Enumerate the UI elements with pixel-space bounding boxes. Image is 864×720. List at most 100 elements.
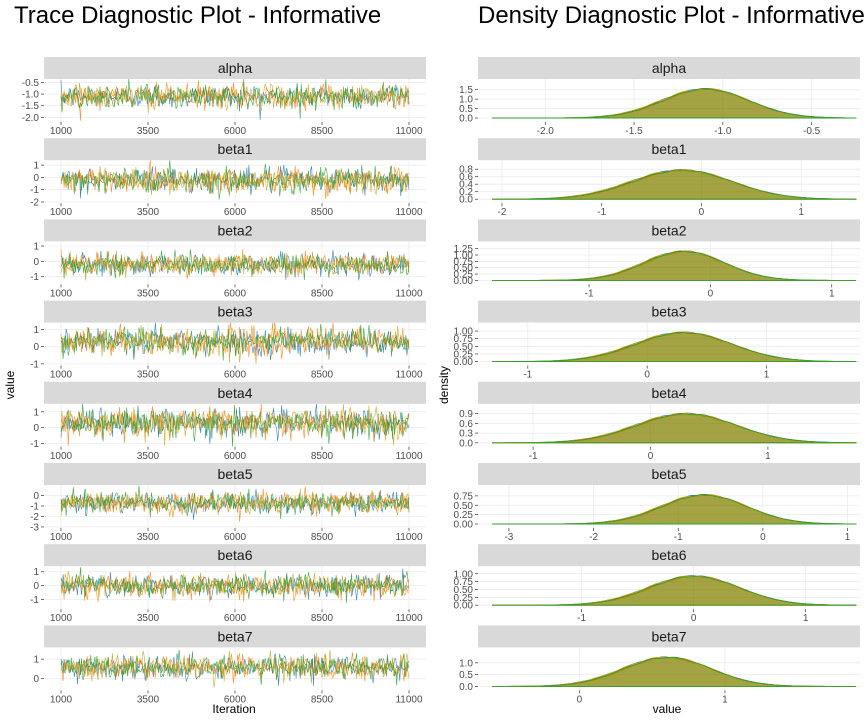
density-chain-4 (492, 575, 857, 606)
density-strip-label: beta3 (651, 304, 686, 320)
density-y-tick-label: 0.5 (459, 104, 473, 115)
density-x-tick-label: 0 (648, 451, 654, 462)
density-x-tick-label: -1 (523, 370, 532, 381)
density-y-tick-label: 0.0 (459, 114, 473, 125)
trace-x-tick-label: 8500 (311, 532, 334, 543)
density-strip-beta4 (478, 381, 860, 404)
trace-x-tick-label: 11000 (395, 694, 423, 705)
density-y-tick-label: 0.50 (454, 501, 474, 512)
trace-x-tick-label: 1000 (50, 288, 73, 299)
density-x-tick-label: -1 (674, 532, 683, 543)
density-y-tick-label: 0.00 (454, 357, 474, 368)
trace-y-tick-label: -1 (30, 595, 39, 606)
trace-chain-4 (60, 248, 410, 281)
trace-x-tick-label: 1000 (50, 694, 73, 705)
trace-chain-4 (60, 323, 410, 361)
density-chain-4 (492, 87, 857, 119)
density-strip-beta7 (478, 625, 860, 648)
density-x-tick-label: -1 (585, 288, 594, 299)
trace-x-tick-label: 11000 (395, 207, 423, 218)
density-strip-alpha (478, 57, 860, 79)
trace-y-tick-label: -0.5 (22, 78, 40, 89)
trace-strip-beta6 (44, 544, 426, 567)
trace-y-tick-label: -1 (30, 272, 39, 283)
density-strip-label: beta4 (651, 385, 686, 401)
density-plot-title: Density Diagnostic Plot - Informative (478, 2, 864, 29)
trace-y-tick-label: 0 (33, 674, 39, 685)
trace-plot-title: Trace Diagnostic Plot - Informative (14, 2, 382, 29)
density-panel-beta7: beta7 1.00.50.0 0 1 (459, 625, 860, 705)
density-x-tick-label: -3 (504, 532, 513, 543)
density-y-tick-label: 0.9 (459, 409, 473, 420)
density-x-tick-label: -1.5 (625, 126, 643, 137)
density-y-tick-label: 0.6 (459, 172, 473, 183)
trace-x-tick-label: 11000 (395, 451, 423, 462)
density-y-tick-label: 0.25 (454, 510, 474, 521)
density-y-tick-label: 0.0 (459, 438, 473, 449)
density-y-tick-label: 1.25 (454, 244, 474, 255)
density-panel-beta5: beta5 0.750.500.250.00 -3 -2 -1 0 1 (454, 463, 860, 543)
density-chain-4 (492, 250, 856, 281)
trace-chain-3 (60, 80, 410, 114)
trace-x-tick-label: 1000 (50, 370, 73, 381)
density-y-tick-label: 0.25 (454, 593, 474, 604)
trace-x-tick-label: 6000 (224, 207, 247, 218)
density-x-tick-label: 0 (708, 288, 714, 299)
trace-x-tick-label: 11000 (395, 126, 423, 137)
density-panel-beta1: beta1 0.80.60.40.20.0 -2 -1 0 1 (459, 138, 860, 218)
trace-y-tick-label: 0 (33, 342, 39, 353)
density-x-tick-label: -2 (498, 207, 507, 218)
trace-x-tick-label: 8500 (311, 694, 334, 705)
density-chain-4 (492, 413, 857, 444)
trace-strip-beta2 (44, 219, 426, 242)
density-x-tick-label: 0 (691, 613, 697, 624)
trace-x-tick-label: 3500 (137, 370, 160, 381)
trace-x-tick-label: 11000 (395, 532, 423, 543)
trace-x-axis-title: Iteration (212, 702, 255, 716)
trace-x-tick-label: 6000 (224, 288, 247, 299)
density-strip-beta2 (478, 219, 860, 242)
trace-chain-3 (60, 322, 410, 363)
trace-strip-beta1 (44, 138, 426, 161)
trace-y-tick-label: 0 (33, 173, 39, 184)
density-chain-4 (492, 656, 856, 687)
density-panel-alpha: alpha 1.51.00.50.0 -2.0 -1.5 -1.0 -0.5 (459, 57, 860, 137)
trace-chain-4 (60, 403, 410, 447)
trace-y-tick-label: -1 (30, 185, 39, 196)
trace-strip-beta7 (44, 625, 426, 648)
density-x-tick-label: 1 (764, 370, 770, 381)
trace-x-tick-label: 3500 (137, 207, 160, 218)
trace-x-tick-label: 3500 (137, 613, 160, 624)
density-y-tick-label: 0.75 (454, 334, 474, 345)
trace-x-tick-label: 6000 (224, 694, 247, 705)
trace-x-tick-label: 1000 (50, 532, 73, 543)
trace-chain-3 (60, 404, 410, 446)
density-strip-label: beta7 (651, 628, 686, 644)
trace-y-tick-label: 1 (33, 567, 39, 578)
trace-chain-4 (60, 485, 410, 520)
trace-x-tick-label: 8500 (311, 288, 334, 299)
density-x-tick-label: 1 (765, 451, 771, 462)
trace-y-tick-label: 1 (33, 161, 39, 172)
trace-y-tick-label: -1 (30, 501, 39, 512)
density-y-tick-label: 1.00 (454, 327, 474, 338)
trace-x-tick-label: 6000 (224, 370, 247, 381)
density-strip-label: beta1 (651, 141, 686, 157)
density-strip-beta6 (478, 544, 860, 567)
trace-panel-beta6: beta6 1 0 -1 1000 3500 6000 8500 11000 (30, 544, 426, 624)
density-strip-label: beta5 (651, 466, 686, 482)
density-y-tick-label: 0.0 (459, 682, 473, 693)
trace-y-tick-label: 1 (33, 325, 39, 336)
density-y-tick-label: 0.0 (459, 195, 473, 206)
density-y-tick-label: 1.0 (459, 658, 473, 669)
trace-panel-alpha: alpha -0.5-1.0-1.5-2.0 1000 3500 6000 8500 110… (22, 57, 426, 137)
trace-x-tick-label: 1000 (50, 126, 73, 137)
trace-strip-label: beta1 (217, 141, 252, 157)
density-y-tick-label: 0.25 (454, 270, 474, 281)
trace-y-tick-label: -3 (30, 522, 39, 533)
trace-panel-beta5: beta5 0-1-2-3 1000 3500 6000 8500 11000 (30, 463, 426, 543)
trace-strip-label: beta4 (217, 385, 252, 401)
density-y-tick-label: 0.75 (454, 257, 474, 268)
density-x-tick-label: 0 (577, 694, 583, 705)
